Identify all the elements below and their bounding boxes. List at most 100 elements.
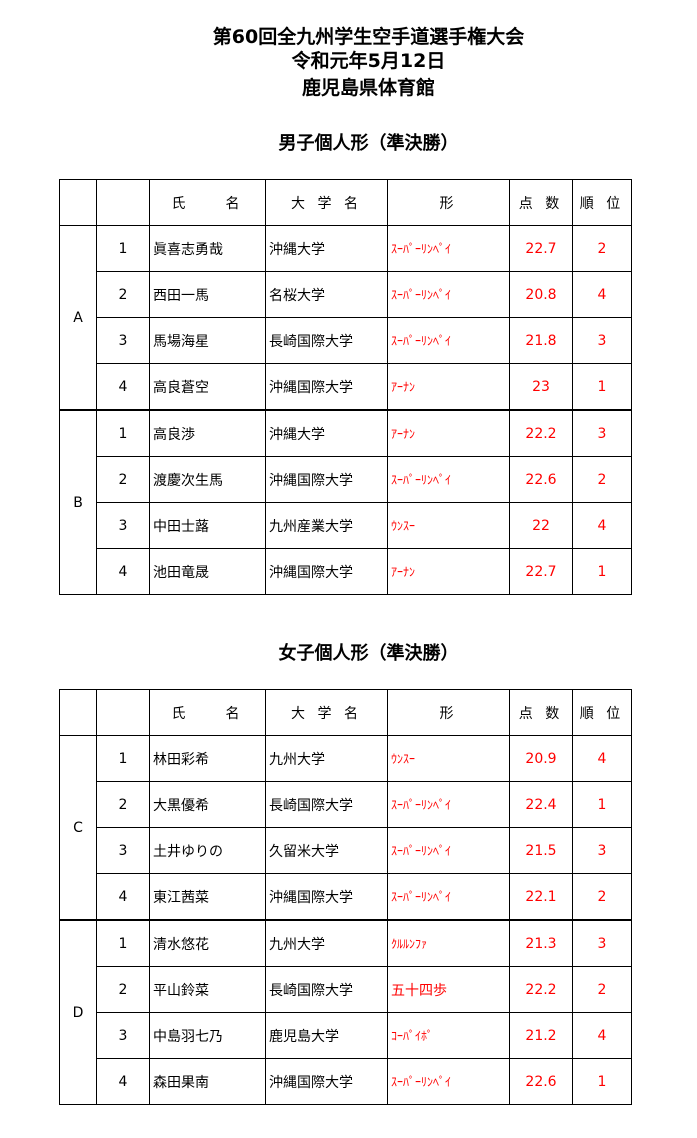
- cell-name: 土井ゆりの: [149, 827, 266, 874]
- table-row: C 1 林田彩希 九州大学 ｳﾝｽｰ 20.9 4: [59, 735, 632, 921]
- column-header: 形: [387, 689, 510, 736]
- cell-rank: 4: [572, 1012, 632, 1059]
- cell-rank: 2: [572, 873, 632, 921]
- cell-rank: 3: [572, 409, 632, 457]
- header-row: 氏 名大 学 名形点 数順 位: [59, 689, 632, 736]
- cell-score: 22.2: [509, 409, 573, 457]
- cell-score: 22.4: [509, 781, 573, 828]
- cell-no: 3: [96, 317, 150, 364]
- cell-no: 1: [96, 409, 150, 457]
- group-label: B: [59, 409, 97, 595]
- event-title: 第60回全九州学生空手道選手権大会: [212, 26, 525, 48]
- group-label: A: [59, 225, 97, 411]
- cell-no: 2: [96, 271, 150, 318]
- cell-name: 西田一馬: [149, 271, 266, 318]
- cell-no: 3: [96, 827, 150, 874]
- cell-univ: 九州大学: [265, 735, 388, 782]
- cell-name: 渡慶次生馬: [149, 456, 266, 503]
- cell-score: 22.2: [509, 966, 573, 1013]
- cell-univ: 沖縄国際大学: [265, 548, 388, 595]
- column-header: 大 学 名: [265, 179, 388, 226]
- cell-kata: ｽｰﾊﾟｰﾘﾝﾍﾟｲ: [387, 225, 510, 272]
- cell-name: 池田竜晟: [149, 548, 266, 595]
- results-table-women: 氏 名大 学 名形点 数順 位 C 1 林田彩希 九州大学 ｳﾝｽｰ 20.9 4 2 大黒優希長…: [59, 689, 632, 1105]
- cell-kata: ｽｰﾊﾟｰﾘﾝﾍﾟｲ: [387, 1058, 510, 1105]
- cell-score: 22: [509, 502, 573, 549]
- cell-no: 4: [96, 548, 150, 595]
- table-row: 2 大黒優希 長崎国際大学 ｽｰﾊﾟｰﾘﾝﾍﾟｲ 22.4 1: [60, 781, 632, 828]
- cell-no: 2: [96, 456, 150, 503]
- cell-score: 22.7: [509, 548, 573, 595]
- cell-score: 22.1: [509, 873, 573, 921]
- cell-score: 21.5: [509, 827, 573, 874]
- column-header: 氏 名: [149, 179, 266, 226]
- cell-univ: 長崎国際大学: [265, 966, 388, 1013]
- cell-no: 3: [96, 1012, 150, 1059]
- table-row: 3 土井ゆりの 久留米大学 ｽｰﾊﾟｰﾘﾝﾍﾟｲ 21.5 3: [60, 827, 632, 874]
- cell-univ: 沖縄大学: [265, 409, 388, 457]
- cell-name: 平山鈴菜: [149, 966, 266, 1013]
- column-header: 形: [387, 179, 510, 226]
- column-header: 大 学 名: [265, 689, 388, 736]
- cell-kata: ｳﾝｽｰ: [387, 735, 510, 782]
- cell-no: 4: [96, 873, 150, 921]
- table-row: 4 東江茜菜 沖縄国際大学 ｽｰﾊﾟｰﾘﾝﾍﾟｲ 22.1 2: [60, 873, 632, 921]
- cell-rank: 3: [572, 827, 632, 874]
- table-row: 2 西田一馬 名桜大学 ｽｰﾊﾟｰﾘﾝﾍﾟｲ 20.8 4: [60, 271, 632, 318]
- column-header: 点 数: [509, 179, 573, 226]
- section-title-men: 男子個人形（準決勝）: [278, 133, 459, 154]
- cell-kata: 五十四歩: [387, 966, 510, 1013]
- table-row: 3 中島羽七乃 鹿児島大学 ｺｰﾊﾟｲﾎﾟ 21.2 4: [60, 1012, 632, 1059]
- column-header: 点 数: [509, 689, 573, 736]
- cell-kata: ｽｰﾊﾟｰﾘﾝﾍﾟｲ: [387, 317, 510, 364]
- table-row: 2 渡慶次生馬 沖縄国際大学 ｽｰﾊﾟｰﾘﾝﾍﾟｲ 22.6 2: [60, 456, 632, 503]
- cell-rank: 2: [572, 456, 632, 503]
- cell-rank: 1: [572, 1058, 632, 1105]
- cell-no: 1: [96, 225, 150, 272]
- cell-name: 高良渉: [149, 409, 266, 457]
- cell-rank: 1: [572, 548, 632, 595]
- cell-name: 林田彩希: [149, 735, 266, 782]
- cell-rank: 2: [572, 966, 632, 1013]
- table-row: 2 平山鈴菜 長崎国際大学 五十四歩 22.2 2: [60, 966, 632, 1013]
- cell-rank: 1: [572, 363, 632, 411]
- cell-rank: 1: [572, 781, 632, 828]
- cell-univ: 沖縄国際大学: [265, 456, 388, 503]
- table-row: 3 馬場海星 長崎国際大学 ｽｰﾊﾟｰﾘﾝﾍﾟｲ 21.8 3: [60, 317, 632, 364]
- cell-no: 1: [96, 919, 150, 967]
- cell-kata: ｺｰﾊﾟｲﾎﾟ: [387, 1012, 510, 1059]
- cell-univ: 沖縄大学: [265, 225, 388, 272]
- cell-name: 大黒優希: [149, 781, 266, 828]
- cell-name: 高良蒼空: [149, 363, 266, 411]
- table-row: A 1 眞喜志勇哉 沖縄大学 ｽｰﾊﾟｰﾘﾝﾍﾟｲ 22.7 2: [59, 225, 632, 411]
- column-header: [59, 689, 97, 736]
- cell-rank: 4: [572, 735, 632, 782]
- group-label: C: [59, 735, 97, 921]
- cell-univ: 久留米大学: [265, 827, 388, 874]
- table-row: 4 池田竜晟 沖縄国際大学 ｱｰﾅﾝ 22.7 1: [60, 548, 632, 595]
- cell-kata: ｱｰﾅﾝ: [387, 409, 510, 457]
- cell-score: 21.2: [509, 1012, 573, 1059]
- column-header: 順 位: [572, 179, 632, 226]
- cell-score: 23: [509, 363, 573, 411]
- cell-no: 1: [96, 735, 150, 782]
- cell-univ: 沖縄国際大学: [265, 363, 388, 411]
- cell-no: 2: [96, 966, 150, 1013]
- cell-univ: 鹿児島大学: [265, 1012, 388, 1059]
- table-row: 4 森田果南 沖縄国際大学 ｽｰﾊﾟｰﾘﾝﾍﾟｲ 22.6 1: [60, 1058, 632, 1105]
- cell-kata: ｽｰﾊﾟｰﾘﾝﾍﾟｲ: [387, 873, 510, 921]
- column-header: [96, 689, 150, 736]
- cell-rank: 3: [572, 919, 632, 967]
- cell-score: 21.8: [509, 317, 573, 364]
- cell-univ: 沖縄国際大学: [265, 1058, 388, 1105]
- cell-kata: ｽｰﾊﾟｰﾘﾝﾍﾟｲ: [387, 456, 510, 503]
- column-header: [96, 179, 150, 226]
- cell-univ: 沖縄国際大学: [265, 873, 388, 921]
- cell-name: 東江茜菜: [149, 873, 266, 921]
- column-header: 氏 名: [149, 689, 266, 736]
- cell-score: 22.7: [509, 225, 573, 272]
- cell-univ: 九州大学: [265, 919, 388, 967]
- cell-rank: 2: [572, 225, 632, 272]
- cell-univ: 名桜大学: [265, 271, 388, 318]
- cell-name: 清水悠花: [149, 919, 266, 967]
